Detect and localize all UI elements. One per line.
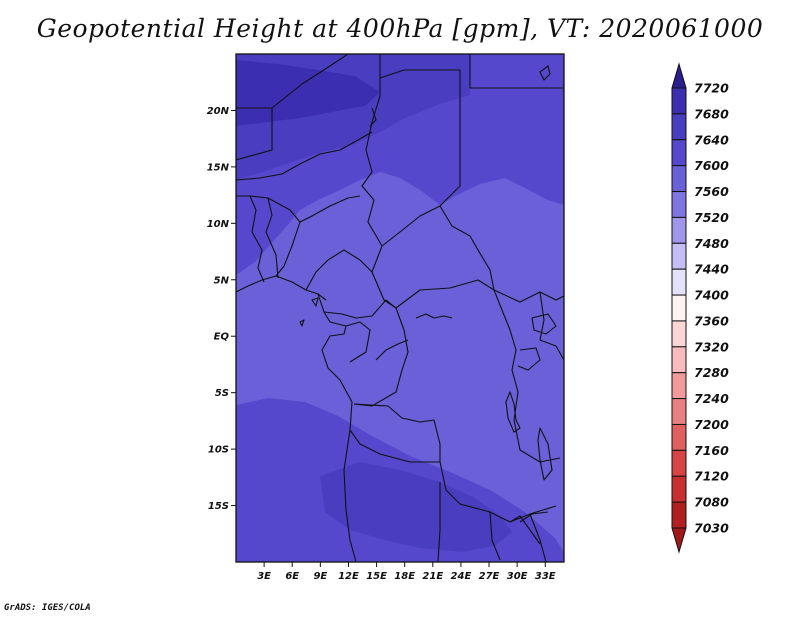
colorbar: 7720 7680 7640 7600 7560 7520 7480 7440 7400 7360… [671, 62, 729, 554]
lon-tick-label: 12E [338, 571, 359, 582]
lat-tick-label: 20N [207, 106, 230, 117]
lat-tick-label: 10S [208, 445, 229, 456]
colorbar-label: 7320 [694, 339, 729, 354]
colorbar-label: 7560 [694, 184, 729, 199]
colorbar-box [671, 398, 687, 425]
colorbar-label: 7160 [694, 443, 729, 458]
height-field-7640-south [320, 462, 512, 552]
colorbar-label: 7440 [694, 262, 729, 277]
colorbar-box [671, 242, 687, 270]
colorbar-box [671, 423, 687, 451]
lon-tick-label: 27E [479, 571, 500, 582]
colorbar-box [671, 346, 687, 374]
lat-tick-label: 10N [207, 219, 230, 230]
colorbar-label: 7030 [694, 521, 729, 536]
lon-tick-label: 21E [422, 571, 443, 582]
height-field-shading [236, 54, 564, 562]
colorbar-label: 7400 [694, 288, 729, 303]
lat-tick-label: 15S [208, 501, 229, 512]
colorbar-box [671, 294, 687, 322]
lon-tick-label: 33E [535, 571, 556, 582]
colorbar-box [671, 501, 687, 529]
colorbar-box [671, 165, 687, 193]
lon-tick-label: 15E [366, 571, 387, 582]
colorbar-label: 7680 [694, 106, 729, 121]
lat-tick-label: 5S [215, 388, 229, 399]
colorbar-box [671, 113, 687, 141]
colorbar-box [671, 475, 687, 503]
colorbar-box [671, 268, 687, 296]
latitude-axis: 20N 15N 10N 5N EQ 5S 10S 15S [207, 106, 236, 512]
colorbar-label: 7200 [694, 417, 729, 432]
colorbar-box [671, 372, 687, 400]
country-borders [236, 54, 564, 562]
map-title: Geopotential Height at 400hPa [gpm], VT:… [36, 14, 764, 43]
lat-tick-label: 5N [214, 275, 230, 286]
colorbar-box [671, 87, 687, 115]
colorbar-label: 7080 [694, 495, 729, 510]
map-frame [235, 53, 565, 563]
colorbar-box [671, 139, 687, 167]
colorbar-box [671, 191, 687, 218]
lat-tick-label: 15N [207, 162, 230, 173]
lon-tick-label: 18E [394, 571, 415, 582]
lon-tick-label: 24E [451, 571, 472, 582]
lon-tick-label: 9E [313, 571, 327, 582]
lat-tick-label: EQ [214, 332, 230, 343]
colorbar-label: 7280 [694, 365, 729, 380]
grads-credit: GrADS: IGES/COLA [4, 603, 91, 613]
colorbar-box [671, 216, 687, 244]
map-panel: 20N 15N 10N 5N EQ 5S 10S 15S 3E 6E 9E 12E 15E 18E 21E… [207, 53, 565, 582]
colorbar-label: 7720 [694, 81, 729, 96]
lon-tick-label: 3E [257, 571, 271, 582]
colorbar-box [671, 449, 687, 477]
colorbar-label: 7640 [694, 132, 729, 147]
colorbar-top-arrow [671, 62, 687, 89]
colorbar-label: 7480 [694, 236, 729, 251]
colorbar-label: 7120 [694, 469, 729, 484]
longitude-axis: 3E 6E 9E 12E 15E 18E 21E 24E 27E 30E 33E [257, 562, 556, 582]
colorbar-box [671, 320, 687, 348]
colorbar-label: 7520 [694, 210, 729, 225]
colorbar-label: 7600 [694, 158, 729, 173]
colorbar-label: 7360 [694, 313, 729, 328]
lon-tick-label: 6E [285, 571, 299, 582]
colorbar-label: 7240 [694, 391, 729, 406]
colorbar-bottom-arrow [671, 527, 687, 554]
lon-tick-label: 30E [507, 571, 528, 582]
